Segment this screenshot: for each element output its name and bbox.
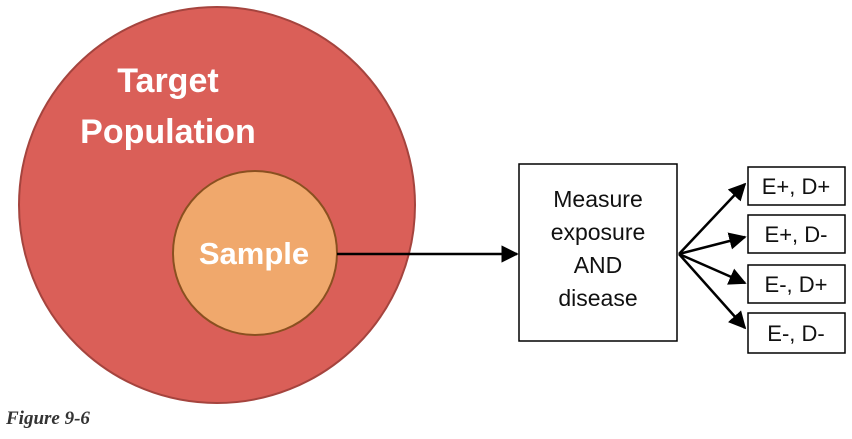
measure-text-line4: disease <box>558 285 637 311</box>
outcome-arrow-4 <box>678 253 747 330</box>
measure-text-line2: exposure <box>551 219 646 245</box>
figure-caption: Figure 9-6 <box>6 408 90 429</box>
outcome-arrow-3 <box>678 252 747 285</box>
outcome-label-4: E-, D- <box>767 321 824 346</box>
target-population-label-line1: Target <box>117 62 218 100</box>
outcome-box-4 <box>747 312 846 354</box>
sample-label: Sample <box>199 236 309 271</box>
measure-box <box>518 163 678 342</box>
outcome-label-3: E-, D+ <box>765 272 828 297</box>
target-population-label-line2: Population <box>80 113 256 151</box>
outcome-label-1: E+, D+ <box>762 174 830 199</box>
outcome-label-2: E+, D- <box>765 222 828 247</box>
outcome-box-1 <box>747 166 846 206</box>
measure-text-line3: AND <box>574 252 623 278</box>
outcome-arrow-2 <box>678 232 747 256</box>
outcome-arrow-1 <box>678 182 747 255</box>
outcome-box-2 <box>747 214 846 254</box>
outcome-box-3 <box>747 264 846 304</box>
diagram-canvas: Target Population Sample Measure exposur… <box>18 6 846 404</box>
measure-text-line1: Measure <box>553 186 642 212</box>
